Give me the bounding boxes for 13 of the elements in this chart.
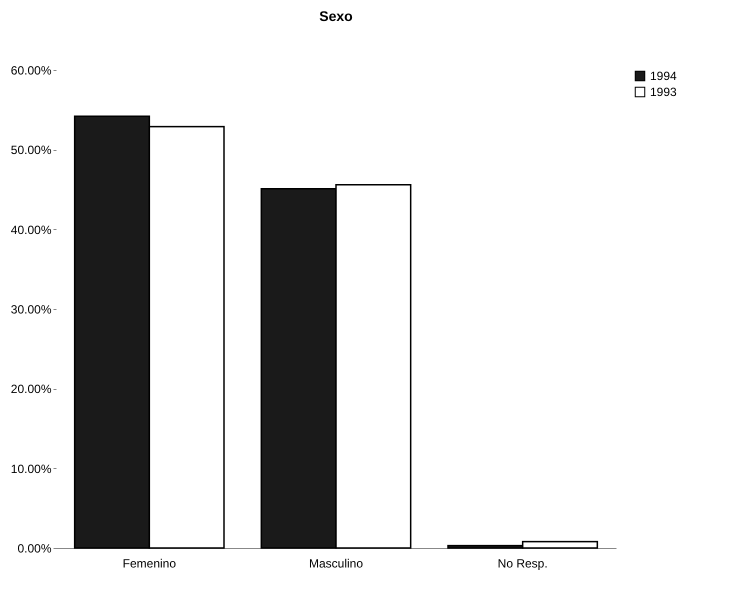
y-tick-label: 30.00% [10, 302, 52, 316]
x-tick-label: No Resp. [498, 556, 548, 570]
legend-label: 1993 [650, 85, 678, 99]
y-tick-label: 40.00% [10, 222, 52, 237]
x-tick-label: Masculino [308, 556, 364, 570]
legend-label: 1994 [650, 69, 678, 83]
y-tick-label: 10.00% [10, 462, 52, 476]
y-tick-label: 0.00% [17, 542, 52, 556]
chart-title: Sexo [319, 8, 353, 24]
y-tick-label: 60.00% [10, 64, 52, 78]
x-tick-label: Femenino [122, 556, 176, 570]
y-tick-label: 20.00% [10, 382, 52, 396]
y-tick-label: 50.00% [10, 143, 52, 158]
